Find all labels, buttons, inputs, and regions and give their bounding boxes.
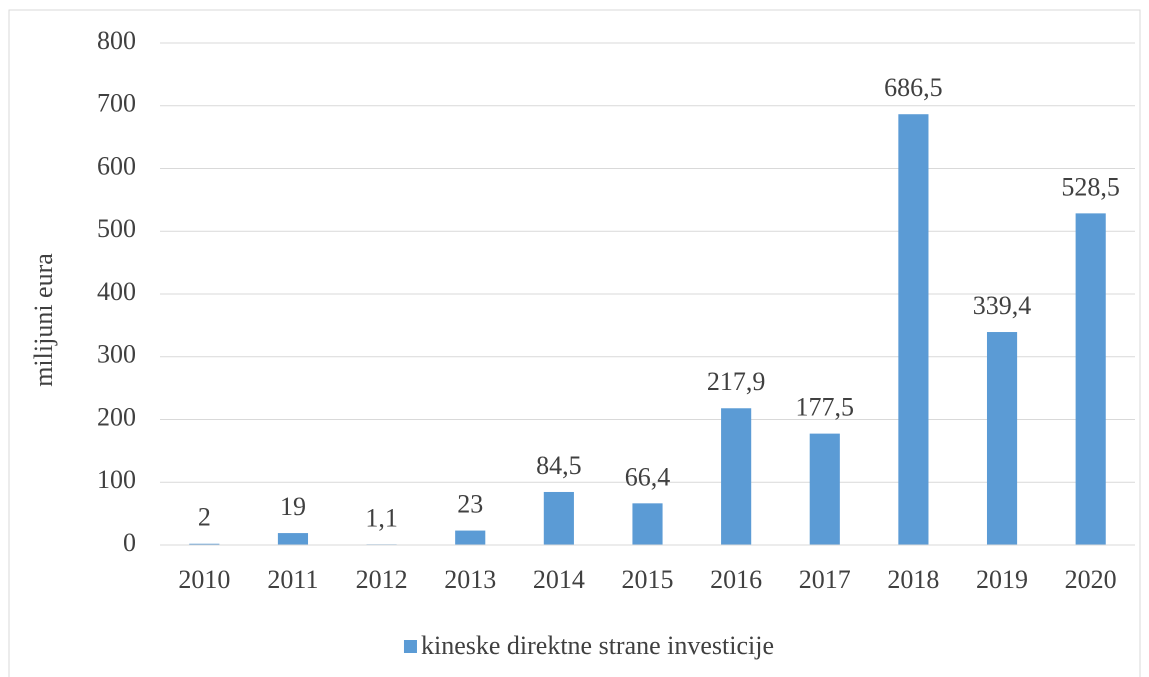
y-tick-label: 100 <box>97 465 136 494</box>
y-tick-label: 200 <box>97 402 136 431</box>
data-label: 217,9 <box>707 367 766 396</box>
bar <box>189 543 220 545</box>
bar <box>809 433 840 545</box>
x-tick-label: 2019 <box>976 565 1028 594</box>
x-tick-label: 2010 <box>178 565 230 594</box>
data-label: 66,4 <box>625 462 671 491</box>
bar <box>1075 213 1106 545</box>
bar <box>543 491 574 545</box>
y-tick-label: 500 <box>97 214 136 243</box>
y-tick-label: 700 <box>97 89 136 118</box>
y-tick-label: 0 <box>123 528 136 557</box>
data-label: 84,5 <box>536 451 582 480</box>
y-tick-label: 300 <box>97 340 136 369</box>
data-label: 1,1 <box>365 503 398 532</box>
data-label: 2 <box>198 503 211 532</box>
bar <box>898 114 929 545</box>
bar <box>632 503 663 545</box>
x-tick-label: 2020 <box>1065 565 1117 594</box>
bar <box>986 332 1018 545</box>
x-tick-label: 2014 <box>533 565 585 594</box>
data-label: 23 <box>457 490 483 519</box>
y-tick-label: 800 <box>97 26 136 55</box>
legend-swatch <box>403 640 417 653</box>
legend-label: kineske direktne strane investicije <box>421 631 774 660</box>
x-tick-label: 2011 <box>267 565 318 594</box>
bar <box>721 408 752 545</box>
data-label: 528,5 <box>1061 172 1120 201</box>
bar <box>277 533 309 545</box>
y-axis-label: milijuni eura <box>29 253 58 387</box>
data-label: 19 <box>280 492 306 521</box>
y-tick-label: 400 <box>97 277 136 306</box>
x-tick-label: 2013 <box>444 565 496 594</box>
data-label: 339,4 <box>973 291 1032 320</box>
x-tick-label: 2018 <box>887 565 939 594</box>
bar <box>455 530 486 545</box>
x-tick-label: 2012 <box>356 565 408 594</box>
data-label: 686,5 <box>884 73 943 102</box>
x-tick-label: 2017 <box>799 565 851 594</box>
x-tick-label: 2016 <box>710 565 762 594</box>
legend: kineske direktne strane investicije <box>403 631 774 660</box>
data-label: 177,5 <box>796 393 855 422</box>
x-tick-label: 2015 <box>622 565 674 594</box>
y-tick-label: 600 <box>97 151 136 180</box>
chart-frame <box>8 9 1141 677</box>
